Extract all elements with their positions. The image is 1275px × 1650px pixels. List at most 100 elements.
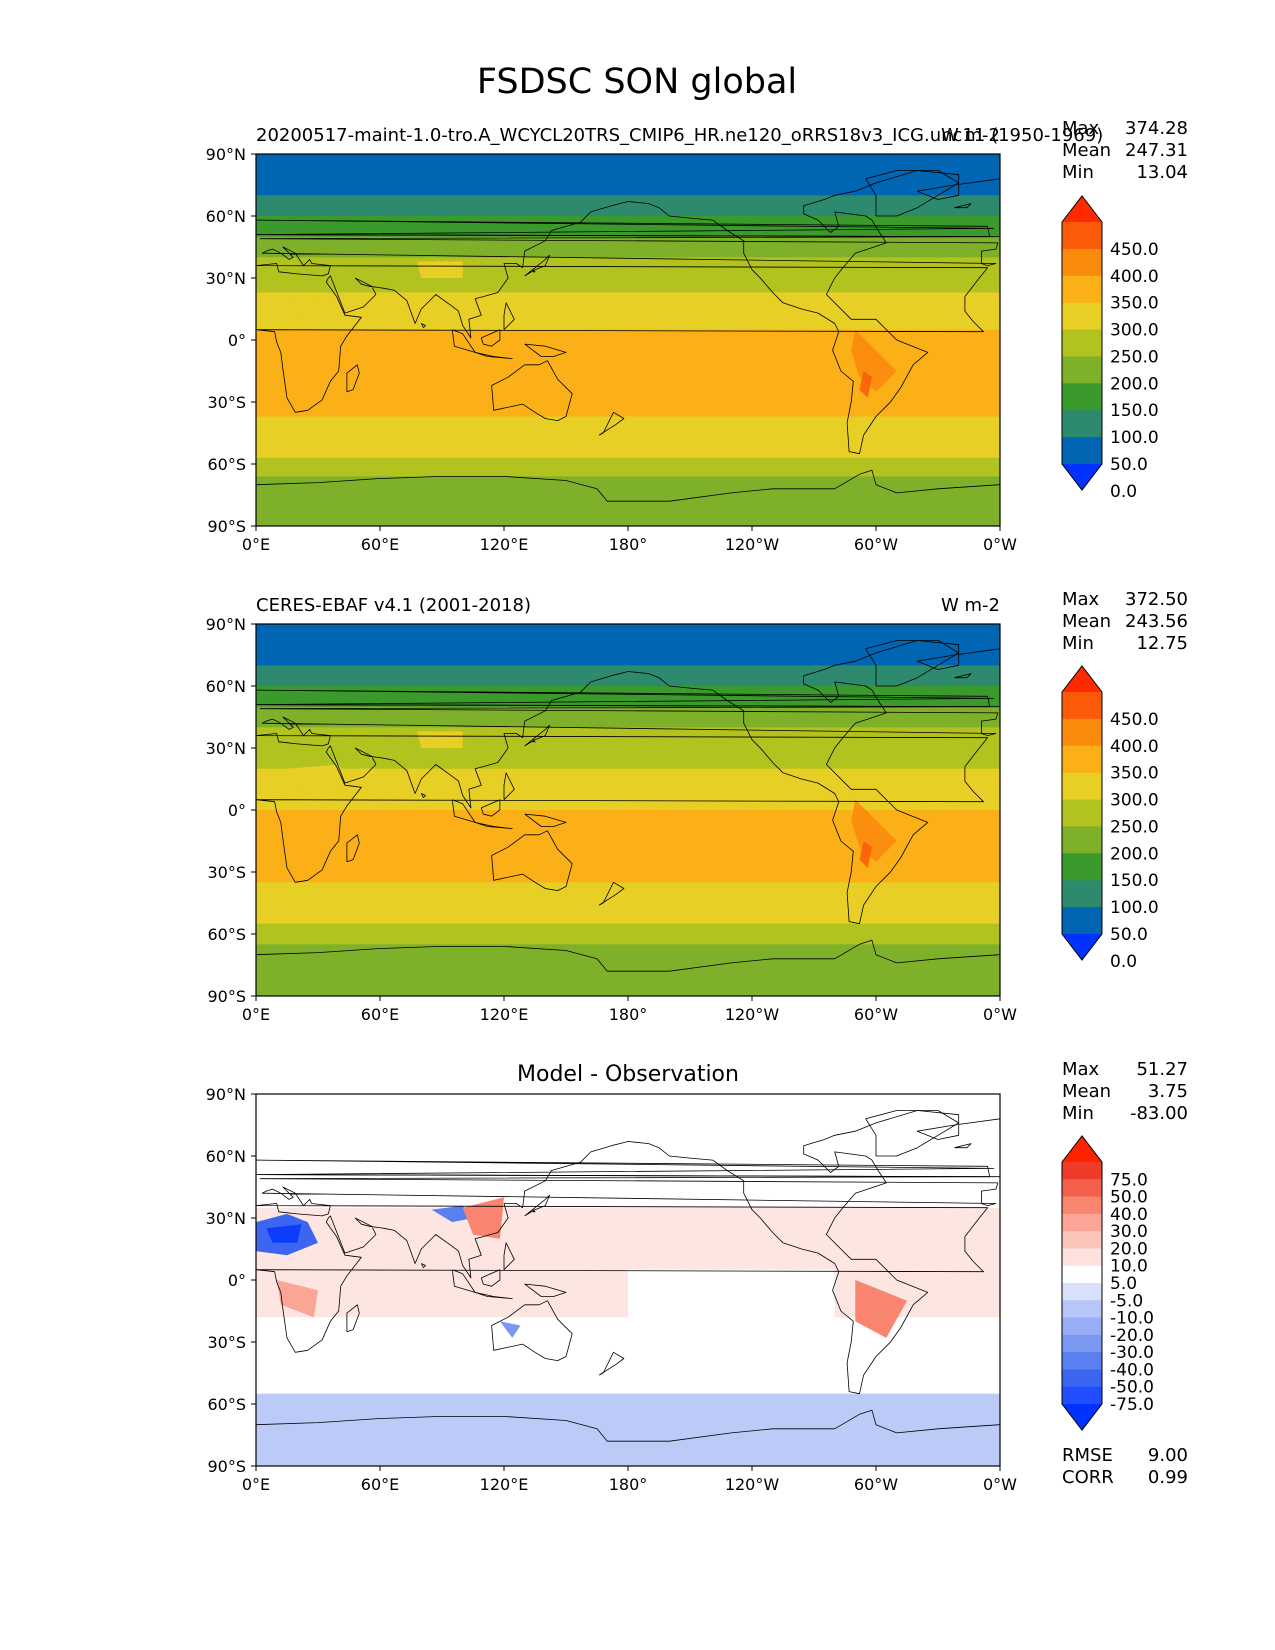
stat-max-label: Max [1062,118,1100,139]
colorbar-segment [1062,248,1102,277]
value-band [256,768,1000,811]
colorbar-tick-label: 50.0 [1110,1188,1148,1208]
colorbar-tick-label: -75.0 [1110,1395,1154,1415]
x-tick-label: 120°W [725,1005,780,1024]
stats-box: Max 374.28 Mean 247.31 Min 13.04 [1062,118,1188,183]
colorbar-tick-label: 200.0 [1110,374,1159,394]
colorbar-tick-label: 0.0 [1110,482,1137,502]
colorbar-tick-label: 50.0 [1110,455,1148,475]
x-tick-label: 0°E [242,1005,270,1024]
colorbar-tick-label: 250.0 [1110,817,1159,837]
x-tick-label: 60°E [361,535,399,554]
value-band [256,624,1000,666]
y-tick-label: 90°S [207,517,246,536]
colorbar-outline [1061,665,1103,961]
stats-box: Max 372.50 Mean 243.56 Min 12.75 [1062,589,1188,654]
colorbar-tick-label: 300.0 [1110,791,1159,811]
x-tick-label: 120°W [725,535,780,554]
colorbar-segment [1062,1300,1102,1319]
colorbar-segment [1062,880,1102,908]
colorbar-extend-max [1062,666,1102,692]
coastline-segment [474,352,513,360]
colorbar-tick-label: 400.0 [1110,737,1159,757]
coastline-segment [255,1409,1001,1442]
rmse-label: RMSE [1062,1445,1113,1466]
coastline-segment [865,170,960,217]
colorbar-tick-label: 450.0 [1110,240,1159,260]
colorbar-extend-min [1062,1404,1102,1430]
colorbar-segment [1062,1213,1102,1232]
land-region-tibet [417,261,463,278]
colorbar-extend-min [1062,934,1102,960]
coastline [255,1110,1001,1442]
y-tick-label: 0° [228,331,246,350]
coastline-segment [420,323,426,329]
south-america-positive [855,1280,907,1338]
colorbar-segment [1062,1179,1102,1198]
coastline-segment [420,1263,426,1269]
land-region-sahara [287,294,349,316]
y-tick-label: 90°N [206,1085,246,1104]
coastline-segment [532,1209,536,1213]
colorbar-segment [1062,692,1102,720]
sahara-negative-core [266,1224,302,1243]
land-region-sahara [287,764,349,786]
colorbar-segment [1062,799,1102,827]
colorbar-segment [1062,1265,1102,1284]
coastline-segment [491,360,573,422]
colorbar-segment [1062,437,1102,465]
coastline-segment [420,793,426,799]
x-tick-label: 180° [609,1475,648,1494]
coastline-segment [480,1269,501,1287]
value-band [256,923,1000,945]
colorbar-segment [1062,1162,1102,1180]
colorbar-segment [1062,853,1102,881]
colorbar-segment [1062,222,1102,250]
colorbar-tick-label: 400.0 [1110,267,1159,287]
coastline-segment [954,203,972,209]
coastline-segment [524,343,567,357]
value-band [256,154,1000,196]
coastline-segment [598,881,625,906]
y-tick-label: 90°N [206,615,246,634]
colorbar-tick-label: 350.0 [1110,764,1159,784]
colorbar-tick-label: 20.0 [1110,1239,1148,1259]
y-tick-label: 60°N [206,677,246,696]
colorbar-tick-label: 450.0 [1110,710,1159,730]
coastline-segment [346,834,360,863]
x-tick-label: 60°W [854,1475,898,1494]
figure-title: FSDSC SON global [477,62,797,102]
stat-min-label: Min [1062,633,1094,654]
colorbar: 450.0 400.0 350.0 300.0 250.0 200.0 150.0 100.0… [1061,665,1159,972]
stat-max-value: 374.28 [1125,118,1188,139]
colorbar-tick-label: -10.0 [1110,1309,1154,1329]
stat-mean-value: 243.56 [1125,611,1188,632]
y-tick-label: 60°S [207,455,246,474]
colorbar-tick-label: -40.0 [1110,1360,1154,1380]
colorbar-tick-label: -50.0 [1110,1378,1154,1398]
value-band [256,882,1000,925]
colorbar-segment [1062,1248,1102,1267]
y-tick-label: 30°N [206,739,246,758]
x-tick-label: 120°E [480,1475,529,1494]
coastline-segment [255,939,1001,972]
coastline [255,640,1001,972]
x-tick-label: 60°E [361,1005,399,1024]
x-tick-label: 180° [609,1005,648,1024]
colorbar-segment [1062,1196,1102,1215]
y-tick-label: 0° [228,1271,246,1290]
colorbar-segment [1062,718,1102,747]
y-tick-label: 90°S [207,987,246,1006]
panel-title-left: 20200517-maint-1.0-tro.A_WCYCL20TRS_CMIP… [256,125,1103,146]
coastline-segment [480,329,501,347]
colorbar-outline [1061,195,1103,491]
colorbar-segment [1062,1317,1102,1336]
observation-panel: CERES-EBAF v4.1 (2001-2018) W m-2 0°E 60°… [206,589,1188,1024]
corr-label: CORR [1062,1467,1114,1488]
colorbar-segment [1062,356,1102,384]
y-tick-label: 90°S [207,1457,246,1476]
y-tick-label: 30°S [207,863,246,882]
value-band [256,257,1000,293]
colorbar-tick-label: 5.0 [1110,1274,1137,1294]
y-tick-label: 30°N [206,269,246,288]
